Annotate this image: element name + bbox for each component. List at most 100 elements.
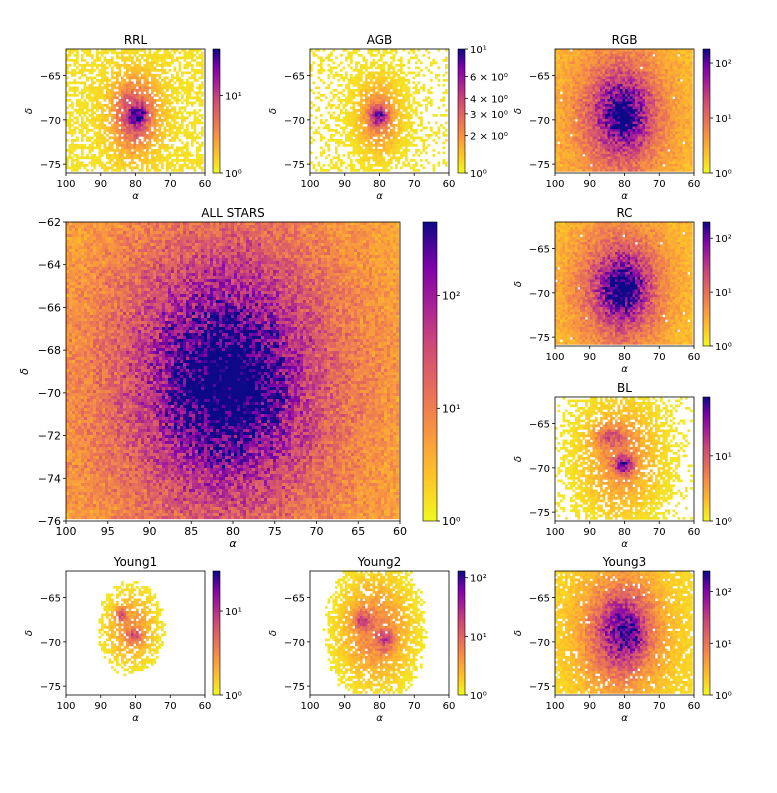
heatmap-cell [149, 122, 152, 125]
heatmap-cell [116, 117, 119, 120]
heatmap-cell [196, 97, 199, 100]
heatmap-cell [119, 119, 122, 122]
heatmap-cell [104, 59, 107, 62]
heatmap-cell [144, 54, 147, 57]
heatmap-cell [111, 87, 114, 90]
heatmap-cell [164, 94, 167, 97]
heatmap-cell [199, 109, 202, 112]
heatmap-cell [179, 57, 182, 60]
heatmap-cell [184, 117, 187, 120]
heatmap-cell [76, 62, 79, 65]
heatmap-cell [131, 62, 134, 65]
heatmap-cell [169, 94, 172, 97]
heatmap-cell [181, 122, 184, 125]
heatmap-cell [171, 119, 174, 122]
heatmap-cell [104, 117, 107, 120]
heatmap-cell [69, 64, 72, 67]
heatmap-cell [124, 52, 127, 55]
heatmap-cell [136, 119, 139, 122]
heatmap-cell [154, 62, 157, 65]
heatmap-cell [106, 114, 109, 117]
heatmap-cell [126, 94, 129, 97]
heatmap-cell [134, 112, 137, 115]
heatmap-cell [146, 59, 149, 62]
heatmap-cell [124, 82, 127, 85]
heatmap-cell [159, 127, 162, 130]
heatmap-cell [109, 109, 112, 112]
heatmap-cell [139, 72, 142, 75]
heatmap-cell [146, 84, 149, 87]
heatmap-cell [126, 124, 129, 127]
heatmap-cell [191, 82, 194, 85]
heatmap-cell [176, 102, 179, 105]
heatmap-cell [121, 97, 124, 100]
heatmap-cell [139, 67, 142, 70]
heatmap-cell [91, 107, 94, 110]
heatmap-cell [141, 109, 144, 112]
heatmap-cell [131, 49, 134, 52]
heatmap-cell [156, 109, 159, 112]
heatmap-cell [104, 104, 107, 107]
heatmap-cell [126, 122, 129, 125]
heatmap-cell [121, 117, 124, 120]
heatmap-cell [199, 87, 202, 90]
heatmap-cell [99, 84, 102, 87]
heatmap-cell [174, 89, 177, 92]
heatmap-cell [69, 82, 72, 85]
heatmap-cell [161, 122, 164, 125]
heatmap-cell [194, 92, 197, 95]
heatmap-cell [89, 77, 92, 80]
heatmap-cell [129, 122, 132, 125]
heatmap-cell [161, 89, 164, 92]
heatmap-cell [181, 57, 184, 60]
heatmap-cell [101, 114, 104, 117]
heatmap-cell [109, 59, 112, 62]
heatmap-cell [84, 69, 87, 72]
heatmap-cell [194, 102, 197, 105]
heatmap-cell [186, 79, 189, 82]
heatmap-cell [109, 97, 112, 100]
heatmap-cell [71, 94, 74, 97]
heatmap-cell [129, 112, 132, 115]
heatmap-cell [161, 109, 164, 112]
heatmap-cell [84, 102, 87, 105]
heatmap-cell [146, 54, 149, 57]
heatmap-cell [179, 87, 182, 90]
heatmap-cell [184, 119, 187, 122]
heatmap-cell [139, 77, 142, 80]
heatmap-cell [146, 127, 149, 130]
heatmap-cell [141, 102, 144, 105]
heatmap-cell [89, 89, 92, 92]
heatmap-cell [104, 94, 107, 97]
heatmap-cell [114, 117, 117, 120]
heatmap-cell [81, 112, 84, 115]
heatmap-cell [146, 67, 149, 70]
heatmap-cell [71, 114, 74, 117]
heatmap-cell [121, 82, 124, 85]
heatmap-cell [171, 74, 174, 77]
heatmap-cell [179, 107, 182, 110]
heatmap-cell [131, 114, 134, 117]
heatmap-cell [86, 49, 89, 52]
heatmap-cell [121, 89, 124, 92]
heatmap-cell [164, 57, 167, 60]
heatmap-cell [136, 94, 139, 97]
heatmap-cell [134, 119, 137, 122]
heatmap-cell [184, 92, 187, 95]
heatmap-cell [169, 54, 172, 57]
heatmap-cell [184, 72, 187, 75]
heatmap-cell [124, 84, 127, 87]
heatmap-cell [164, 59, 167, 62]
heatmap-cell [71, 119, 74, 122]
heatmap-cell [134, 107, 137, 110]
heatmap-cell [139, 119, 142, 122]
heatmap-cell [81, 82, 84, 85]
heatmap-cell [104, 84, 107, 87]
heatmap-cell [179, 52, 182, 55]
heatmap-cell [201, 122, 204, 125]
heatmap-cell [179, 64, 182, 67]
heatmap-cell [111, 119, 114, 122]
heatmap-cell [164, 64, 167, 67]
heatmap-cell [66, 69, 69, 72]
heatmap-cell [151, 64, 154, 67]
